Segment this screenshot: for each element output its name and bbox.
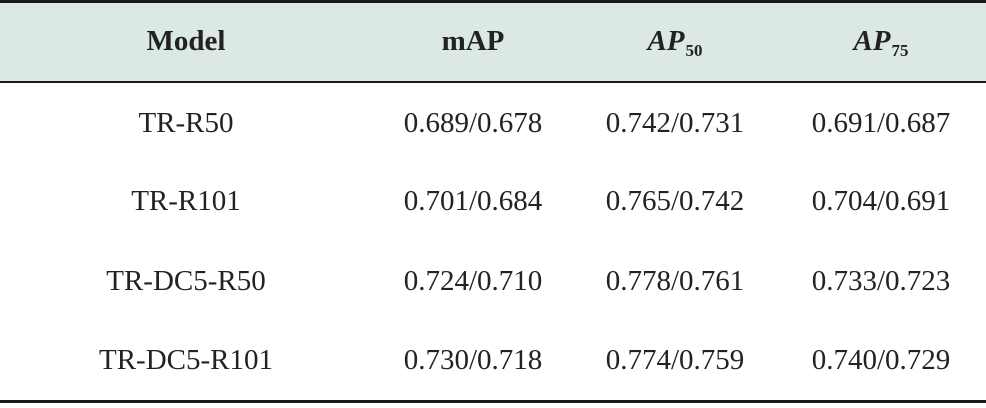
header-ap75-subscript: 75 (891, 41, 909, 61)
cell-model: TR-R50 (138, 106, 234, 139)
cell-ap50: 0.774/0.759 (574, 321, 776, 403)
cell-map: 0.701/0.684 (403, 185, 543, 217)
header-row: Model mAP AP50 AP75 (0, 0, 986, 83)
cell-map: 0.689/0.678 (403, 106, 543, 139)
table-row: TR-DC5-R101 0.730/0.718 0.774/0.759 0.74… (0, 321, 986, 403)
header-ap75: AP75 (776, 0, 986, 83)
cell-ap50: 0.742/0.731 (605, 106, 745, 139)
cell-model: TR-R101 (131, 185, 241, 217)
cell-map: 0.724/0.710 (403, 265, 543, 297)
table-row: TR-DC5-R50 0.724/0.710 0.778/0.761 0.733… (0, 242, 986, 322)
cell-ap75: 0.704/0.691 (811, 185, 951, 217)
header-ap50-subscript: 50 (685, 41, 703, 61)
cell-ap50: 0.765/0.742 (605, 185, 745, 217)
table-header: Model mAP AP50 AP75 (0, 0, 986, 83)
header-ap50-label: AP (647, 25, 685, 58)
cell-model: TR-DC5-R101 (0, 321, 372, 403)
table-row: TR-R101 0.701/0.684 0.765/0.742 0.704/0.… (0, 162, 986, 242)
header-ap75-label: AP (853, 25, 891, 58)
header-map: mAP (372, 0, 574, 83)
cell-ap75: 0.733/0.723 (811, 265, 951, 297)
cell-map: 0.730/0.718 (372, 321, 574, 403)
cell-ap75: 0.740/0.729 (776, 321, 986, 403)
cell-ap50: 0.778/0.761 (605, 265, 745, 297)
table-body: TR-R50 0.689/0.678 0.742/0.731 0.691/0.6… (0, 82, 986, 403)
header-ap50: AP50 (574, 0, 776, 83)
table-row: TR-R50 0.689/0.678 0.742/0.731 0.691/0.6… (0, 82, 986, 162)
header-model: Model (0, 0, 372, 83)
cell-model: TR-DC5-R50 (106, 265, 266, 297)
cell-ap75: 0.691/0.687 (811, 106, 951, 139)
